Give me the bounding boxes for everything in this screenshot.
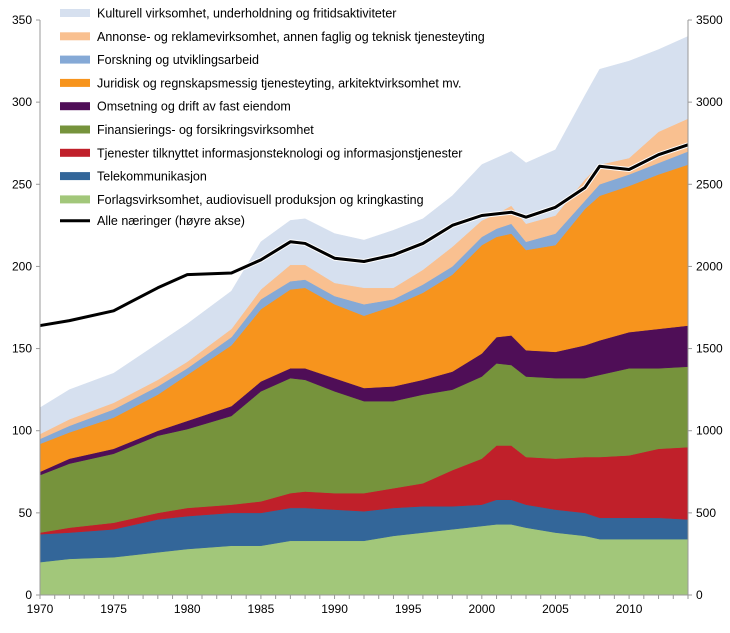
right-tick-label: 3500	[696, 13, 723, 27]
legend-label: Finansierings- og forsikringsvirksomhet	[97, 123, 314, 137]
legend-swatch	[60, 102, 90, 111]
legend-swatch	[60, 78, 90, 87]
left-tick-label: 250	[12, 177, 32, 191]
legend-label: Telekommunikasjon	[97, 170, 207, 184]
legend-label: Annonse- og reklamevirksomhet, annen fag…	[97, 30, 485, 44]
left-tick-label: 350	[12, 13, 32, 27]
right-tick-label: 2500	[696, 177, 723, 191]
right-tick-label: 2000	[696, 259, 723, 273]
right-tick-label: 3000	[696, 95, 723, 109]
legend-swatch	[60, 55, 90, 64]
x-tick-label: 1975	[100, 602, 127, 616]
line-alle-naeringer	[39, 143, 689, 328]
legend-swatch	[60, 32, 90, 41]
left-tick-label: 150	[12, 342, 32, 356]
legend-label: Juridisk og regnskapsmessig tjenesteytin…	[97, 76, 462, 90]
right-tick-label: 1500	[696, 342, 723, 356]
legend: Kulturell virksomhet, underholdning og f…	[60, 7, 485, 228]
legend-label: Forlagsvirksomhet, audiovisuell produksj…	[97, 193, 424, 207]
x-tick-label: 1970	[27, 602, 54, 616]
left-tick-label: 50	[19, 506, 33, 520]
legend-swatch	[60, 195, 90, 204]
legend-swatch	[60, 9, 90, 17]
legend-label: Omsetning og drift av fast eiendom	[97, 100, 291, 114]
x-tick-label: 1990	[321, 602, 348, 616]
x-tick-label: 2010	[616, 602, 643, 616]
left-tick-label: 0	[25, 588, 32, 602]
left-tick-label: 100	[12, 424, 32, 438]
x-tick-label: 1985	[248, 602, 275, 616]
legend-swatch	[60, 148, 90, 157]
left-tick-label: 300	[12, 95, 32, 109]
axes: 0501001502002503003500500100015002000250…	[12, 13, 723, 616]
right-tick-label: 1000	[696, 424, 723, 438]
left-tick-label: 200	[12, 259, 32, 273]
x-tick-label: 2000	[468, 602, 495, 616]
legend-label: Tjenester tilknyttet informasjonsteknolo…	[97, 146, 462, 160]
x-tick-label: 2005	[542, 602, 569, 616]
right-tick-label: 0	[696, 588, 703, 602]
legend-label: Alle næringer (høyre akse)	[97, 214, 245, 228]
x-tick-label: 1980	[174, 602, 201, 616]
legend-label: Forskning og utviklingsarbeid	[97, 53, 259, 67]
legend-label: Kulturell virksomhet, underholdning og f…	[97, 7, 396, 21]
x-tick-label: 1995	[395, 602, 422, 616]
legend-swatch	[60, 172, 90, 181]
legend-swatch	[60, 125, 90, 134]
areas	[39, 36, 689, 596]
right-tick-label: 500	[696, 506, 716, 520]
